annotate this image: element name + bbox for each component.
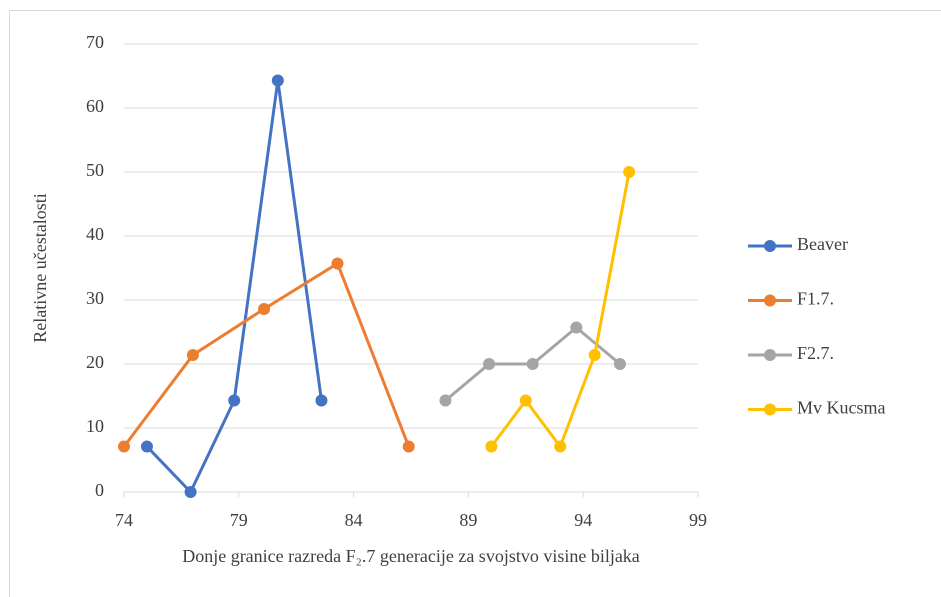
data-point (588, 349, 601, 362)
data-point (184, 486, 197, 498)
data-point (315, 394, 328, 407)
series-line (490, 171, 631, 450)
data-point (526, 358, 539, 370)
legend-label: F1.7. (797, 289, 834, 309)
legend-marker (764, 403, 776, 416)
data-point (570, 321, 583, 334)
data-point (258, 302, 271, 315)
x-tick-label: 74 (115, 510, 133, 530)
data-point (485, 440, 498, 453)
data-point (402, 440, 415, 453)
data-point (331, 257, 344, 270)
legend-label: Mv Kucsma (797, 398, 886, 418)
y-axis-label: Relativne učestalosti (30, 193, 50, 342)
data-point (140, 440, 153, 453)
legend-label: F2.7. (797, 343, 834, 363)
y-tick-label: 50 (86, 160, 104, 180)
legend-label: Beaver (797, 234, 848, 254)
legend-marker (764, 294, 776, 307)
data-point (623, 166, 636, 178)
data-point (228, 394, 241, 407)
y-tick-label: 20 (86, 352, 104, 372)
data-point (439, 394, 452, 407)
x-tick-label: 89 (459, 510, 477, 530)
x-tick-label: 94 (574, 510, 592, 530)
series-line (145, 80, 323, 495)
legend-marker (764, 240, 776, 252)
data-point (118, 440, 130, 453)
chart-frame (9, 10, 941, 597)
y-tick-label: 40 (86, 224, 104, 244)
y-tick-label: 10 (86, 416, 104, 436)
y-tick-label: 70 (86, 32, 104, 52)
data-point (271, 74, 284, 87)
data-point (483, 358, 496, 370)
x-tick-label: 99 (689, 510, 707, 530)
data-point (186, 349, 199, 362)
data-point (613, 358, 626, 370)
x-tick-label: 84 (345, 510, 363, 530)
y-tick-label: 0 (95, 480, 104, 500)
y-tick-label: 60 (86, 96, 104, 116)
x-tick-label: 79 (230, 510, 248, 530)
x-axis-label: Donje granice razreda F₂.7 generacije za… (182, 546, 640, 566)
data-point (554, 440, 567, 453)
data-point (519, 394, 532, 407)
legend-marker (764, 349, 776, 361)
series-line (122, 261, 411, 448)
y-tick-label: 30 (86, 288, 104, 308)
